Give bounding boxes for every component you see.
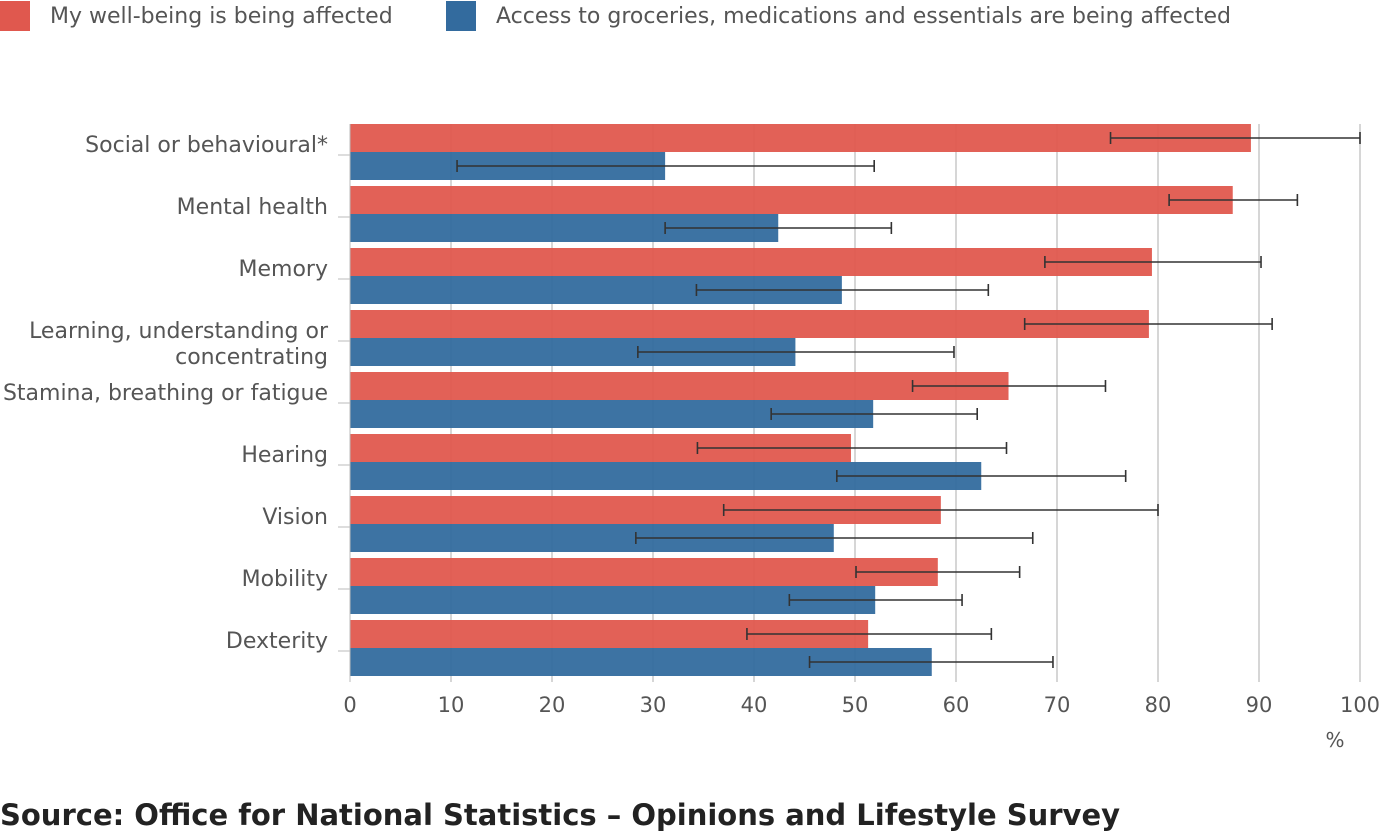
x-tick-label-90: 90 — [1246, 693, 1273, 717]
source-note: Source: Office for National Statistics –… — [0, 798, 1121, 832]
legend-label-access: Access to groceries, medications and ess… — [496, 3, 1231, 29]
bars — [350, 124, 1251, 676]
bar-wellbeing-4 — [350, 372, 1009, 400]
bar-wellbeing-3 — [350, 310, 1149, 338]
category-label-7: Mobility — [242, 567, 328, 592]
category-label-5: Hearing — [241, 443, 328, 468]
x-tick-label-0: 0 — [343, 693, 356, 717]
x-tick-label-50: 50 — [842, 693, 869, 717]
category-label-3-line-0: Learning, understanding or — [29, 319, 329, 344]
x-tick-label-40: 40 — [741, 693, 768, 717]
x-tick-label-30: 30 — [640, 693, 667, 717]
legend-swatch-wellbeing — [0, 1, 30, 31]
bar-chart: 0 10 20 30 40 50 60 70 80 90 100 Social or behaviou… — [3, 124, 1380, 752]
x-tick-label-20: 20 — [539, 693, 566, 717]
chart-legend: My well-being is being affected Access t… — [0, 0, 1381, 32]
legend-item-access: Access to groceries, medications and ess… — [446, 0, 1231, 32]
category-label-6: Vision — [262, 505, 328, 530]
bar-access-7 — [350, 586, 876, 614]
bar-wellbeing-0 — [350, 124, 1251, 152]
category-label-4: Stamina, breathing or fatigue — [3, 381, 328, 406]
x-tick-label-80: 80 — [1145, 693, 1172, 717]
bar-wellbeing-1 — [350, 186, 1233, 214]
category-label-8: Dexterity — [226, 629, 328, 654]
axes: 0 10 20 30 40 50 60 70 80 90 100 Social or behaviou… — [3, 124, 1380, 717]
category-label-2: Memory — [239, 257, 328, 282]
x-axis-label: % — [1325, 728, 1344, 752]
x-tick-label-70: 70 — [1044, 693, 1071, 717]
error-bars — [456, 132, 1361, 668]
bar-wellbeing-2 — [350, 248, 1152, 276]
legend-item-wellbeing: My well-being is being affected — [0, 0, 393, 32]
legend-swatch-access — [446, 1, 476, 31]
category-label-1: Mental health — [177, 195, 328, 220]
bar-wellbeing-7 — [350, 558, 938, 586]
category-label-3-line-1: concentrating — [175, 345, 328, 370]
x-tick-label-100: 100 — [1340, 693, 1380, 717]
legend-label-wellbeing: My well-being is being affected — [50, 3, 393, 29]
category-label-0: Social or behavioural* — [85, 133, 328, 158]
x-tick-label-60: 60 — [943, 693, 970, 717]
x-tick-label-10: 10 — [438, 693, 465, 717]
